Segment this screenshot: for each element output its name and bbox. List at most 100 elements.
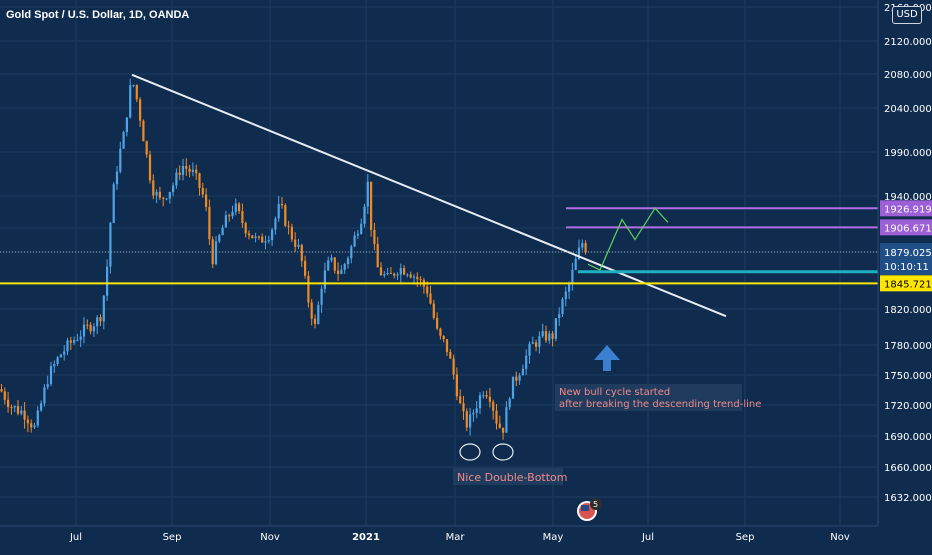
- candle-body: [244, 222, 247, 234]
- candle-body: [76, 339, 79, 341]
- candle-body: [205, 194, 208, 208]
- y-tick-label: 2040.000: [884, 104, 932, 115]
- economic-event-badge[interactable]: 5: [577, 498, 602, 521]
- level-1845-label: 1845.721: [884, 279, 932, 290]
- candle-body: [115, 171, 119, 185]
- candle-body: [122, 132, 125, 149]
- candle-body: [370, 181, 373, 230]
- projection-zigzag: [587, 207, 669, 271]
- candle-body: [535, 342, 538, 347]
- level-1926-label: 1926.919: [884, 204, 932, 215]
- candle-body: [201, 187, 204, 195]
- level-1906-label: 1906.671: [884, 223, 932, 234]
- candle-body: [284, 205, 287, 226]
- candle-body: [403, 268, 406, 275]
- candle-body: [409, 274, 412, 278]
- candle-body: [333, 257, 336, 271]
- candle-body: [511, 376, 515, 399]
- candle-body: [412, 276, 416, 278]
- candle-body: [478, 395, 482, 409]
- candle-body: [165, 198, 168, 200]
- candle-body: [330, 257, 333, 261]
- candle-body: [139, 99, 142, 121]
- candle-body: [261, 236, 264, 243]
- y-tick-label: 1690.000: [884, 432, 932, 443]
- candle-body: [63, 351, 66, 355]
- candle-body: [393, 273, 396, 276]
- candle-body: [439, 328, 442, 336]
- y-tick-label: 1720.000: [884, 401, 932, 412]
- y-tick-label: 1990.000: [884, 148, 932, 159]
- candle-body: [40, 403, 43, 411]
- candle-body: [300, 244, 303, 261]
- candle-body: [459, 396, 462, 404]
- annotation-line-2: after breaking the descending trend-line: [559, 399, 761, 410]
- candle-body: [231, 211, 234, 217]
- candle-body: [294, 239, 297, 247]
- candle-body: [360, 223, 363, 234]
- candle-body: [304, 260, 307, 276]
- candle-body: [112, 184, 115, 223]
- candle-body: [251, 235, 254, 238]
- candle-body: [327, 260, 330, 271]
- descending-trendline[interactable]: [131, 73, 727, 318]
- candle-body: [82, 324, 86, 337]
- candle-body: [3, 391, 6, 400]
- candle-body: [313, 318, 317, 324]
- candle-body: [505, 407, 508, 433]
- candle-body: [495, 410, 498, 424]
- candle-body: [465, 411, 468, 428]
- candle-body: [148, 154, 152, 181]
- candle-body: [508, 398, 511, 408]
- candle-body: [162, 197, 165, 199]
- candle-body: [485, 395, 488, 397]
- candle-body: [584, 243, 587, 253]
- candle-body: [46, 384, 49, 388]
- candle-body: [195, 169, 198, 174]
- candle-body: [211, 239, 214, 265]
- candle-body: [343, 264, 346, 270]
- candle-body: [290, 226, 293, 240]
- currency-button[interactable]: USD: [892, 6, 922, 24]
- candle-body: [129, 85, 132, 118]
- time-axis[interactable]: Jul Sep Nov 2021 Mar May Jul Sep Nov: [0, 525, 878, 543]
- candle-body: [142, 120, 145, 142]
- candle-body: [30, 423, 33, 428]
- candle-body: [386, 273, 389, 275]
- candle-body: [558, 314, 561, 319]
- candle-body: [109, 222, 112, 267]
- candle-body: [452, 358, 455, 375]
- x-tick-label: 2021: [352, 532, 380, 543]
- annotation-line-1: New bull cycle started: [559, 387, 670, 398]
- candle-body: [36, 410, 39, 426]
- candle-body: [564, 291, 567, 300]
- candle-body: [353, 235, 356, 247]
- candle-body: [49, 366, 53, 385]
- candle-body: [254, 236, 257, 238]
- candle-body: [16, 406, 20, 414]
- candle-body: [399, 268, 402, 275]
- candle-body: [429, 293, 432, 304]
- x-tick-label: Nov: [830, 532, 850, 543]
- current-price-box: [880, 242, 932, 275]
- candle-body: [581, 243, 584, 248]
- candle-body: [432, 303, 435, 318]
- candle-body: [208, 207, 211, 240]
- candle-body: [363, 206, 366, 224]
- x-tick-label: Mar: [446, 532, 466, 543]
- candle-body: [544, 331, 548, 341]
- candle-body: [86, 324, 89, 326]
- candle-body: [43, 387, 46, 404]
- candle-body: [482, 395, 485, 397]
- candle-body: [125, 117, 128, 133]
- y-tick-label: 1780.000: [884, 341, 932, 352]
- candle-body: [287, 225, 290, 227]
- candle-body: [264, 241, 267, 243]
- candle-body: [168, 192, 171, 199]
- candle-body: [119, 148, 122, 172]
- candle-body: [73, 340, 76, 343]
- candle-body: [221, 227, 224, 236]
- x-tick-label: Sep: [163, 532, 182, 543]
- candle-body: [99, 317, 102, 322]
